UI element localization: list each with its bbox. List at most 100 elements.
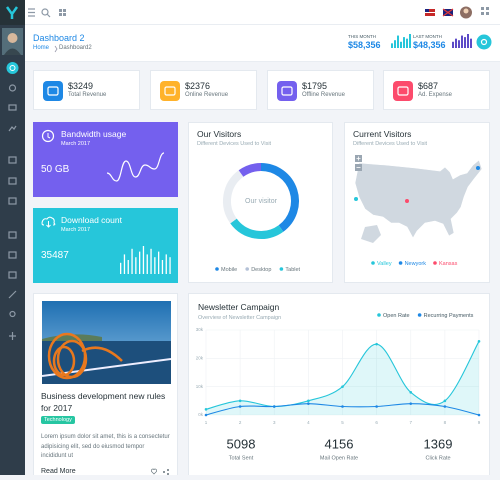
download-value: 35487 [41,250,69,261]
avatar-body [4,48,21,55]
last-month-label: LAST MONTH [413,34,442,39]
menu-icons[interactable] [8,84,17,340]
menu-icon-active[interactable] [6,62,19,74]
legend-label: Open Rate [383,313,410,319]
stat-label: Online Revenue [185,92,229,98]
summary-label: Mail Open Rate [320,455,358,461]
x-tick-label: 8 [444,420,447,425]
newsletter-chart: 0k 10k 20k 30k 1 2 3 4 5 6 7 8 9 Open Rate Recurring P… [196,313,481,462]
summary-value: 1369 [424,436,453,451]
map-zoom[interactable] [355,155,362,171]
legend-dot [433,261,437,265]
donut-slice[interactable] [223,170,244,224]
legend-dot [371,261,375,265]
mini-bar [452,41,454,48]
summary-label: Total Sent [229,455,254,461]
y-tick-label: 10k [196,384,204,389]
stat-icon-glyph [164,86,176,96]
apps-icon[interactable] [59,9,66,16]
donut-center-label: Our visitor [245,198,278,205]
donut-chart: Our visitor Mobile Desktop Tablet [215,163,301,273]
stat-icon-glyph [397,86,409,96]
legend-label: Newyork [405,261,427,267]
breadcrumb-home[interactable]: Home [33,45,50,51]
line-point [204,408,208,411]
stat-icon [393,81,413,101]
avatar-face [7,33,18,43]
download-date: March 2017 [61,227,91,233]
legend-label: Kansas [439,261,458,267]
blog-actions[interactable] [151,468,173,475]
mini-bar [409,34,411,48]
us-map [354,155,483,243]
line-point [409,402,413,405]
download-bar [123,254,126,274]
download-bar [154,257,156,274]
legend-dot [279,267,284,271]
stat-icon [277,81,297,101]
map-alaska[interactable] [361,225,381,243]
stat-value: $2376 [185,81,211,91]
flag-uk[interactable] [442,8,454,17]
bandwidth-title: Bandwidth usage [61,129,127,139]
search-icon[interactable] [41,8,49,16]
mini-bar [391,43,393,48]
mini-bar [458,40,460,48]
sidebar-icons [0,0,25,340]
summary-value: 4156 [325,436,354,451]
download-bar [146,254,148,274]
map-legend-items: Valley Newyork Kansas [371,261,458,267]
hamburger-icon[interactable] [28,8,35,17]
x-tick-label: 9 [478,420,481,425]
download-bar [150,248,152,274]
line-point [341,405,344,408]
stat-card: $2376 Online Revenue [150,70,257,110]
download-bar [139,251,141,274]
search-handle [46,13,51,18]
this-month-value: $58,356 [348,40,381,50]
visitors-card: Our Visitors Different Devices Used to V… [188,122,333,283]
legend-label: Mobile [221,267,237,273]
topbar [25,0,500,25]
download-icon [41,216,56,228]
sidebar [0,0,25,475]
blog-link[interactable]: Read More [41,468,76,475]
settings-button[interactable] [476,34,492,50]
more-icon[interactable] [481,7,489,15]
map-marker[interactable] [405,199,409,203]
download-bar [120,262,122,274]
mini-bar [464,37,466,48]
stat-icon-shape [397,86,409,96]
sparkline [106,152,165,182]
map-marker[interactable] [354,197,358,201]
map-shape[interactable] [354,159,483,239]
legend-dot [377,313,381,317]
y-tick-label: 30k [196,327,204,332]
page-header: Dashboard 2 Home Dashboard2 THIS MONTH $… [25,25,500,62]
legend-label: Recurring Payments [424,313,474,319]
x-tick-label: 7 [409,420,412,425]
line-point [443,399,447,403]
stat-card: $1795 Offline Revenue [267,70,374,110]
blog-title[interactable]: Business development new rules for 2017 [41,391,166,413]
map-marker[interactable] [476,166,480,170]
visitors-title: Our Visitors [197,129,242,139]
download-bar [158,251,160,274]
line-point [443,405,447,408]
flag-us[interactable] [425,9,435,16]
donut-slice[interactable] [260,163,299,232]
stat-value: $3249 [68,81,94,91]
menu-icon-glyph [9,65,16,71]
stat-icon-shape [281,86,293,96]
donut-slice[interactable] [238,163,262,177]
stat-value: $687 [418,81,439,91]
mini-bar [470,38,472,48]
blog-tag[interactable]: Technology [41,416,75,424]
donut-slice[interactable] [230,218,284,239]
bandwidth-icon [41,129,55,143]
newsletter-title: Newsletter Campaign [198,302,280,312]
stat-card: $3249 Total Revenue [33,70,140,110]
breadcrumb-current: Dashboard2 [59,45,92,51]
last-month-bars [452,34,472,48]
download-card: Download count March 2017 35487 [33,208,178,283]
